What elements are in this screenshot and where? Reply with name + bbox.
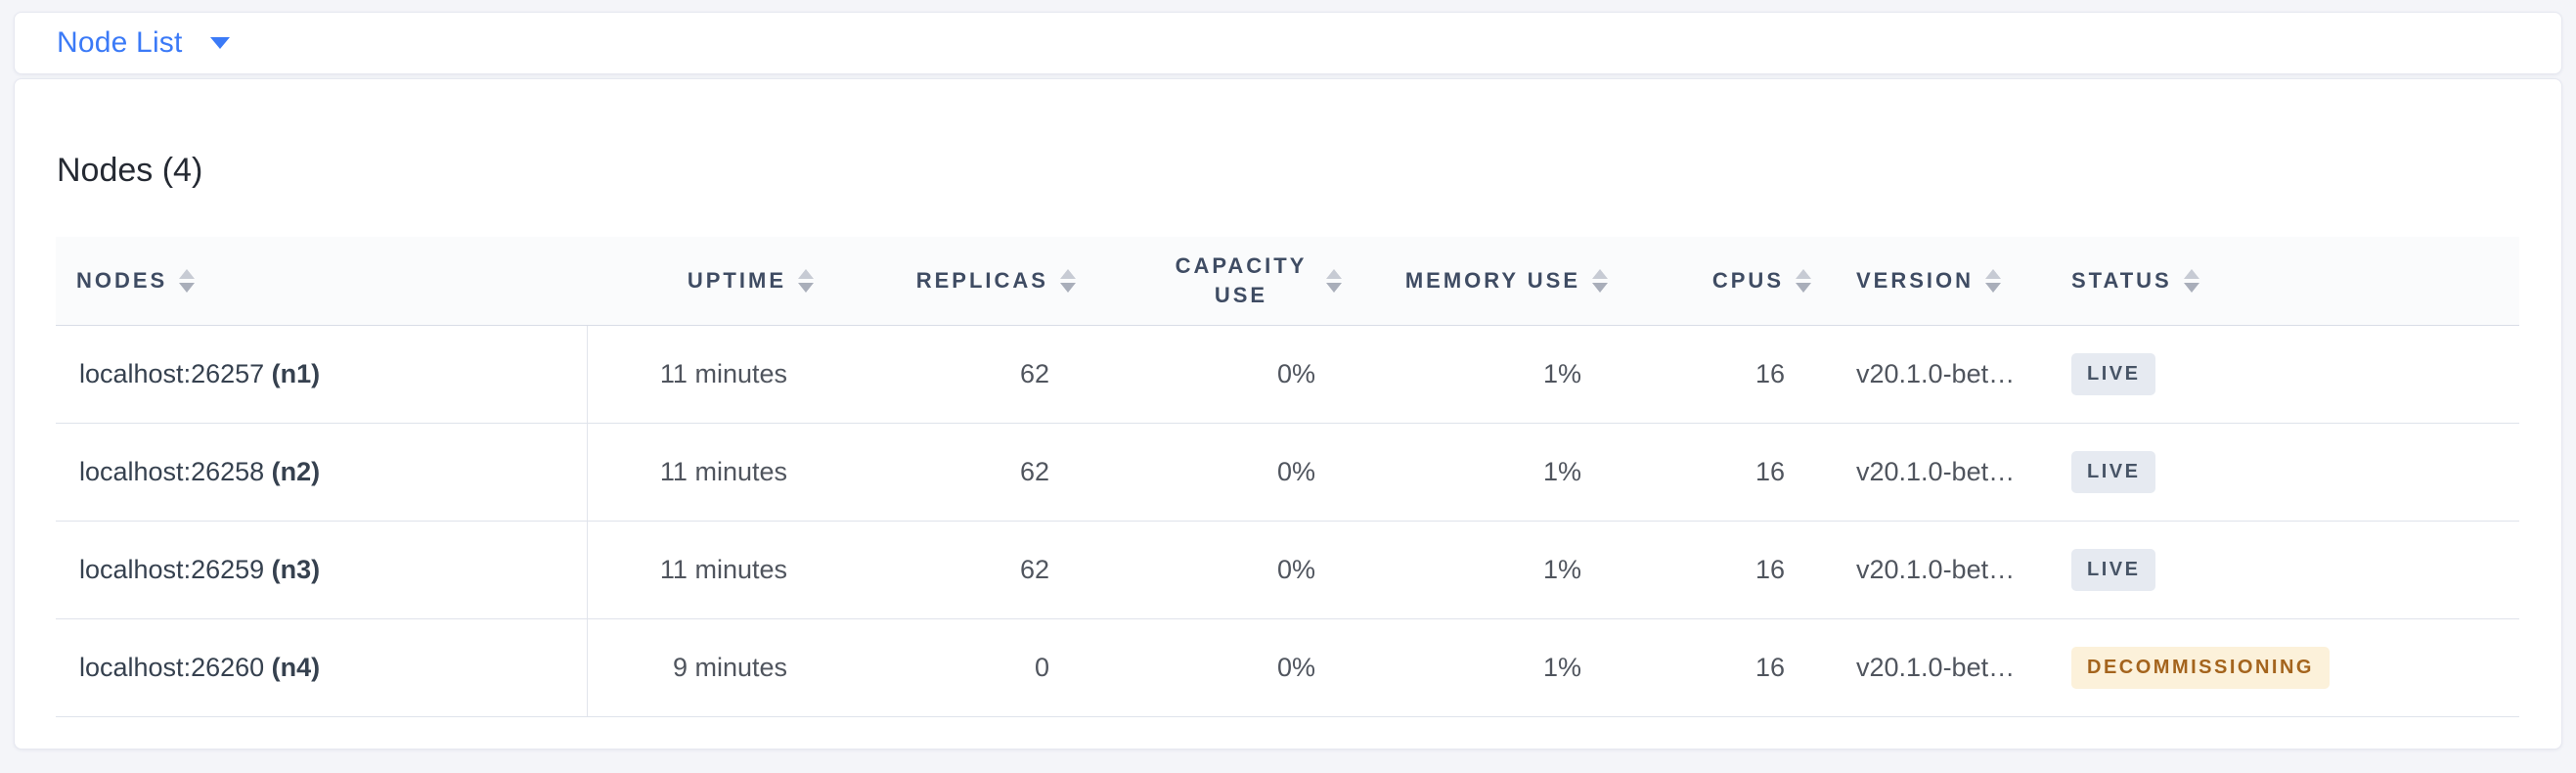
column-header-uptime[interactable]: Uptime [587,237,814,326]
caret-down-icon [209,37,230,49]
memory-use-cell: 1% [1342,521,1608,619]
column-label: Uptime [687,267,786,293]
sort-arrows-icon[interactable] [2183,268,2199,293]
sort-arrows-icon[interactable] [179,268,196,293]
capacity-use-cell: 0% [1076,325,1342,424]
memory-use-cell: 1% [1342,423,1608,522]
column-label: Nodes [76,267,168,293]
node-list-dropdown-label: Node List [57,26,183,59]
column-label: Memory Use [1404,267,1580,293]
status-cell: LIVE [2046,521,2519,619]
node-id: (n2) [271,456,321,486]
nodes-panel: Nodes (4) Nodes Uptime [14,78,2562,750]
cpus-cell: 16 [1608,521,1811,619]
replicas-cell: 62 [814,423,1076,522]
node-id: (n3) [271,554,321,584]
cpus-cell: 16 [1608,325,1811,424]
status-cell: LIVE [2046,423,2519,522]
page: Node List Nodes (4) Nodes [14,12,2562,750]
column-label: Status [2071,267,2172,293]
column-header-version[interactable]: Version [1811,237,2046,326]
column-label: Version [1856,267,1975,293]
node-address-cell[interactable]: localhost:26258 (n2) [56,423,588,522]
column-label: Capacity Use [1175,253,1308,307]
capacity-use-cell: 0% [1076,521,1342,619]
sort-arrows-icon[interactable] [798,268,814,293]
sort-arrows-icon[interactable] [1985,268,2002,293]
node-address: localhost:26258 [79,456,265,486]
table-row[interactable]: localhost:26259 (n3) 11 minutes 62 0% 1%… [56,521,2519,619]
version-cell: v20.1.0-bet… [1811,423,2046,522]
status-badge: LIVE [2071,548,2156,591]
sort-arrows-icon[interactable] [1060,268,1076,293]
replicas-cell: 62 [814,521,1076,619]
node-address-cell[interactable]: localhost:26260 (n4) [56,618,588,717]
view-selector-bar: Node List [14,12,2562,74]
status-badge: DECOMMISSIONING [2071,646,2330,689]
table-row[interactable]: localhost:26257 (n1) 11 minutes 62 0% 1%… [56,325,2519,424]
status-badge: LIVE [2071,352,2156,395]
node-address: localhost:26257 [79,358,265,388]
column-header-nodes[interactable]: Nodes [56,237,587,326]
uptime-cell: 11 minutes [587,521,814,619]
uptime-cell: 9 minutes [587,618,814,717]
node-address: localhost:26260 [79,652,265,682]
table-row[interactable]: localhost:26260 (n4) 9 minutes 0 0% 1% 1… [56,618,2519,717]
page-title: Nodes (4) [57,152,203,189]
column-label: CPUs [1711,267,1784,293]
node-address-cell[interactable]: localhost:26257 (n1) [56,325,588,424]
status-cell: LIVE [2046,325,2519,424]
node-list-dropdown[interactable]: Node List [57,26,230,60]
status-cell: DECOMMISSIONING [2046,618,2519,717]
node-id: (n4) [271,652,321,682]
sort-arrows-icon[interactable] [1796,268,1811,293]
version-cell: v20.1.0-bet… [1811,521,2046,619]
table-header: Nodes Uptime Replicas [56,237,2519,326]
cpus-cell: 16 [1608,618,1811,717]
column-header-cpus[interactable]: CPUs [1608,237,1811,326]
uptime-cell: 11 minutes [587,325,814,424]
sort-arrows-icon[interactable] [1592,268,1608,293]
nodes-table: Nodes Uptime Replicas [56,237,2519,717]
node-address-cell[interactable]: localhost:26259 (n3) [56,521,588,619]
cpus-cell: 16 [1608,423,1811,522]
column-header-memory-use[interactable]: Memory Use [1342,237,1608,326]
column-header-status[interactable]: Status [2046,237,2519,326]
memory-use-cell: 1% [1342,618,1608,717]
replicas-cell: 62 [814,325,1076,424]
capacity-use-cell: 0% [1076,423,1342,522]
version-cell: v20.1.0-bet… [1811,618,2046,717]
memory-use-cell: 1% [1342,325,1608,424]
status-badge: LIVE [2071,450,2156,493]
capacity-use-cell: 0% [1076,618,1342,717]
column-header-replicas[interactable]: Replicas [814,237,1076,326]
column-label: Replicas [915,267,1048,293]
column-header-capacity-use[interactable]: Capacity Use [1076,237,1342,326]
node-id: (n1) [271,358,321,388]
replicas-cell: 0 [814,618,1076,717]
sort-arrows-icon[interactable] [1326,268,1342,293]
version-cell: v20.1.0-bet… [1811,325,2046,424]
uptime-cell: 11 minutes [587,423,814,522]
node-address: localhost:26259 [79,554,265,584]
table-row[interactable]: localhost:26258 (n2) 11 minutes 62 0% 1%… [56,423,2519,522]
